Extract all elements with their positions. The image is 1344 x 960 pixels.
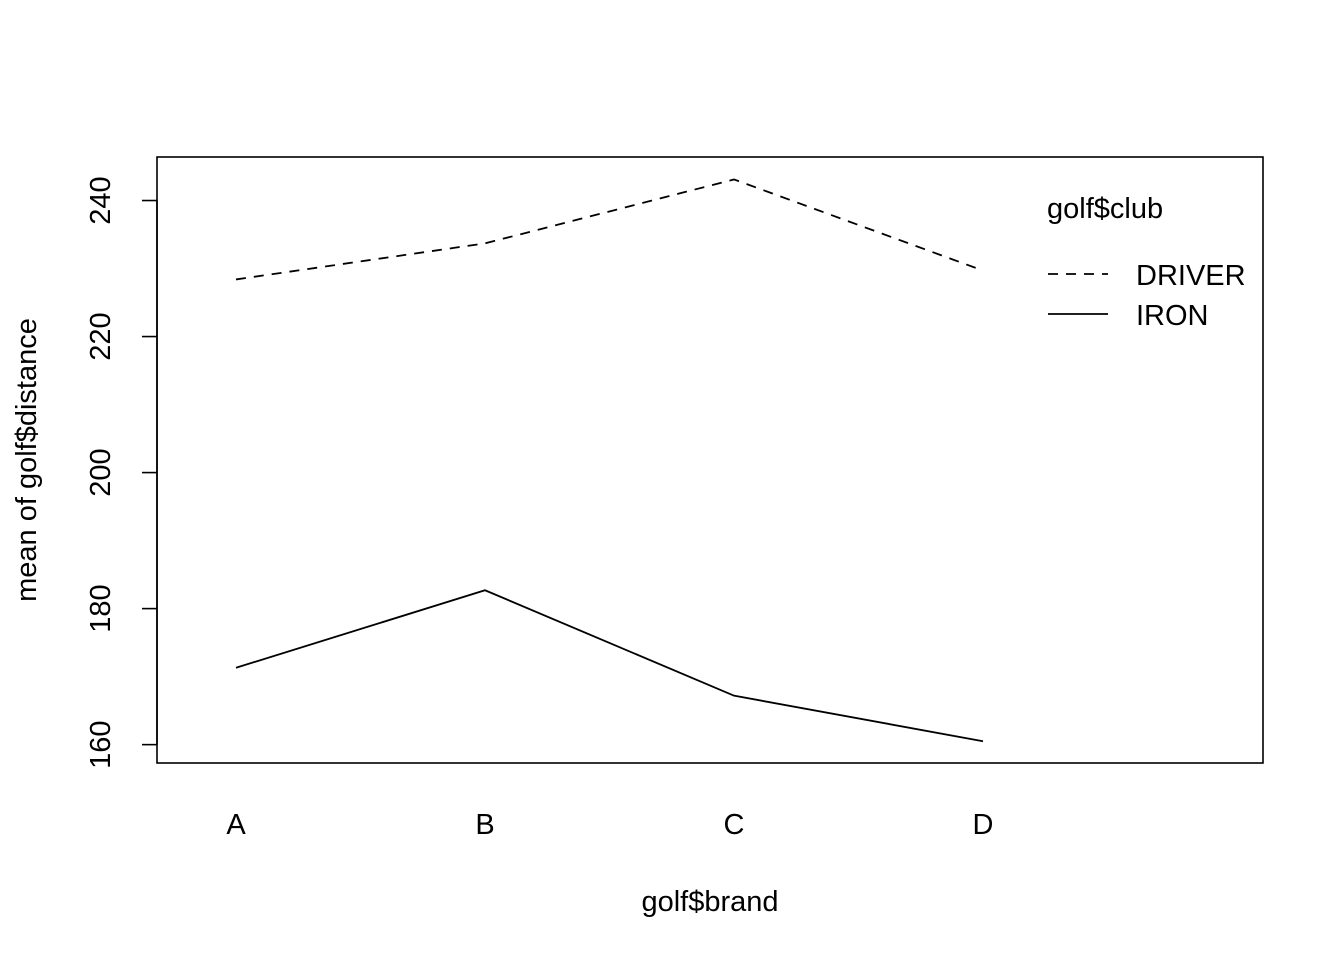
y-tick-label: 160	[85, 720, 117, 768]
series-layer	[235, 178, 984, 743]
x-tick-label: A	[226, 809, 246, 841]
legend-label-iron: IRON	[1136, 300, 1209, 332]
plot-frame	[156, 156, 1264, 764]
y-tick-label: 240	[85, 176, 117, 224]
series-line-driver	[235, 178, 984, 281]
x-tick-label: D	[973, 809, 994, 841]
legend: golf$club DRIVER IRON	[1047, 193, 1246, 332]
legend-label-driver: DRIVER	[1136, 260, 1246, 292]
legend-title: golf$club	[1047, 193, 1163, 225]
y-tick-label: 200	[85, 448, 117, 496]
y-axis-label: mean of golf$distance	[11, 318, 43, 602]
x-tick-labels: A B C D	[226, 809, 993, 841]
y-tick-label: 180	[85, 584, 117, 632]
y-tick-label: 220	[85, 312, 117, 360]
y-axis: 160 180 200 220 240	[85, 176, 158, 769]
x-tick-label: C	[724, 809, 745, 841]
x-axis-label: golf$brand	[641, 886, 778, 918]
series-line-iron	[235, 589, 984, 743]
x-tick-label: B	[475, 809, 494, 841]
